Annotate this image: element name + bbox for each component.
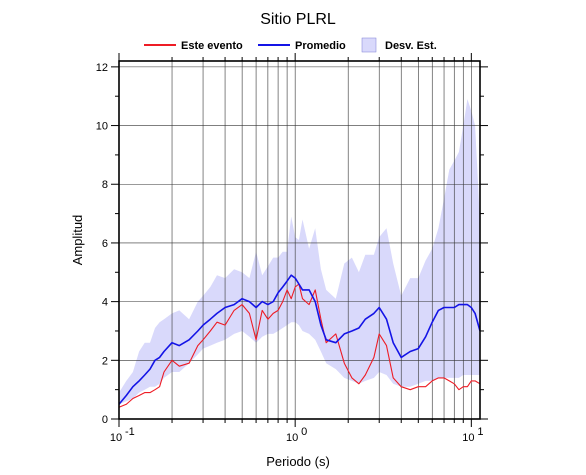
y-tick-label: 2 <box>102 355 108 367</box>
x-tick-exponent: 1 <box>477 426 483 438</box>
series-line-promedio <box>118 274 481 405</box>
x-tick-label: 10 <box>286 432 298 444</box>
x-tick-label: 10 <box>462 432 474 444</box>
legend-label-desv-est: Desv. Est. <box>385 40 437 52</box>
y-tick-label: 6 <box>102 238 108 250</box>
std-dev-band <box>119 99 480 405</box>
frame-layer <box>111 53 488 427</box>
std-band-layer <box>119 99 480 405</box>
legend-swatch-desv-est <box>361 37 377 53</box>
legend-label-promedio: Promedio <box>295 40 346 52</box>
x-tick-label: 10 <box>110 432 122 444</box>
y-tick-label: 12 <box>96 62 108 74</box>
x-axis-label: Periodo (s) <box>266 454 330 469</box>
x-tick-exponent: 0 <box>301 426 307 438</box>
legend: Este evento Promedio Desv. Est. <box>144 37 437 53</box>
x-tick-exponent: -1 <box>125 426 135 438</box>
plot-frame <box>118 60 481 420</box>
y-tick-labels: 0 2 4 6 8 10 12 <box>96 62 108 426</box>
x-tick-labels: 10 -1 10 0 10 1 <box>110 426 484 444</box>
series-layer <box>118 274 481 408</box>
legend-label-este-evento: Este evento <box>181 40 243 52</box>
y-axis-label: Amplitud <box>70 215 85 266</box>
y-tick-label: 8 <box>102 179 108 191</box>
chart-title: Sitio PLRL <box>260 11 336 28</box>
y-tick-label: 10 <box>96 121 108 133</box>
y-tick-label: 4 <box>102 297 108 309</box>
y-tick-label: 0 <box>102 414 108 426</box>
